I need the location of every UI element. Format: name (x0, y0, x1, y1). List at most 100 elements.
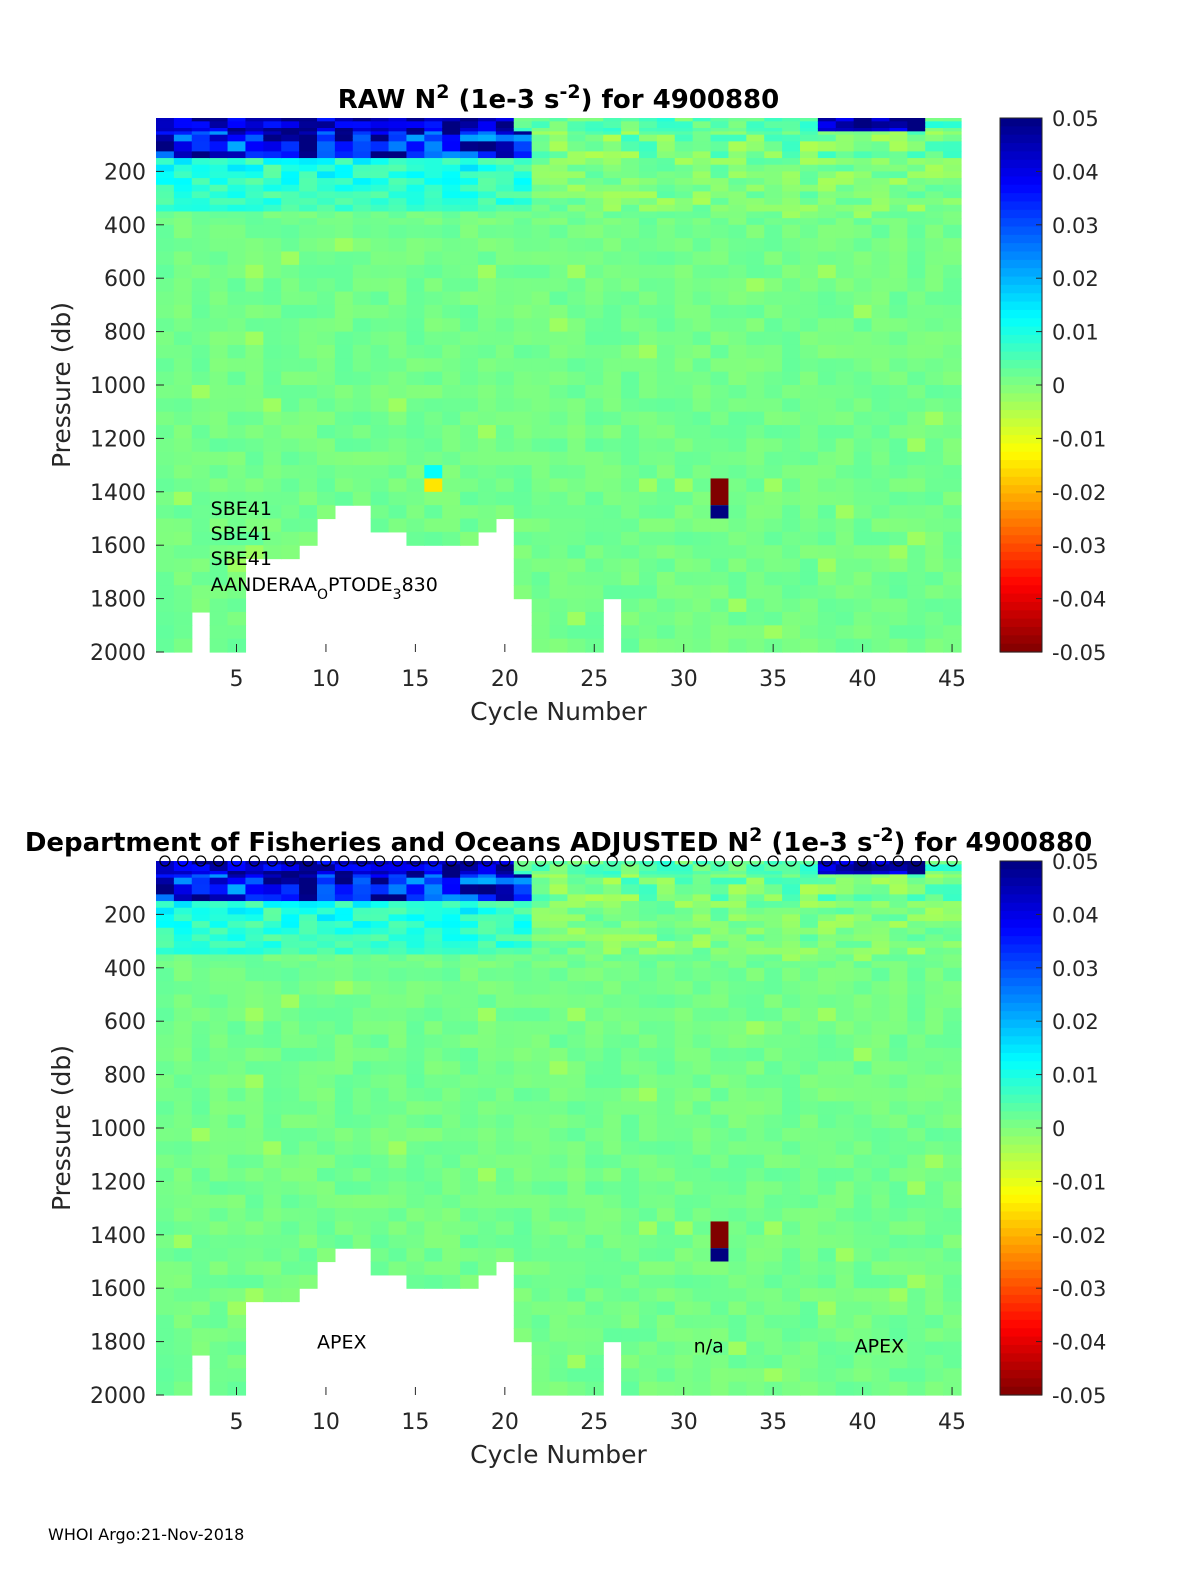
heatmap-cell (549, 1168, 569, 1182)
heatmap-cell (513, 901, 533, 909)
heatmap-cell (549, 218, 569, 226)
heatmap-cell (388, 954, 408, 962)
heatmap-cell (853, 1208, 873, 1223)
heatmap-cell (621, 278, 640, 293)
heatmap-cell (639, 1341, 658, 1356)
heatmap-cell (692, 1328, 712, 1343)
heatmap-cell (245, 961, 264, 969)
heatmap-cell (424, 191, 443, 199)
heatmap-cell (853, 558, 873, 573)
heatmap-cell (442, 264, 461, 279)
heatmap-cell (513, 1168, 533, 1182)
heatmap-cell (495, 1128, 515, 1142)
heatmap-cell (746, 611, 765, 626)
heatmap-cell (191, 545, 211, 560)
heatmap-cell (245, 1288, 264, 1303)
heatmap-cell (674, 947, 694, 956)
heatmap-cell (191, 1154, 211, 1169)
heatmap-cell (710, 941, 730, 949)
heatmap-cell (227, 1261, 247, 1276)
heatmap-cell (352, 1007, 372, 1022)
heatmap-cell (764, 1328, 783, 1343)
heatmap-cell (692, 211, 712, 219)
heatmap-cell (406, 1087, 425, 1102)
heatmap-cell (728, 881, 747, 885)
heatmap-cell (227, 927, 247, 936)
heatmap-cell (621, 1021, 640, 1036)
heatmap-cell (263, 1248, 282, 1263)
heatmap-cell (567, 1101, 586, 1116)
heatmap-cell (925, 1114, 944, 1129)
heatmap-cell (513, 927, 533, 936)
heatmap-cell (334, 1101, 354, 1116)
heatmap-cell (710, 877, 730, 882)
heatmap-cell (460, 191, 479, 199)
heatmap-cell (513, 465, 533, 480)
heatmap-cell (299, 967, 318, 982)
heatmap-cell (567, 124, 586, 129)
heatmap-cell (943, 571, 962, 586)
heatmap-cell (460, 947, 479, 956)
heatmap-cell (549, 545, 569, 560)
heatmap-cell (173, 901, 193, 909)
heatmap-cell (281, 291, 300, 306)
heatmap-cell (156, 625, 175, 640)
heatmap-cell (317, 1021, 336, 1036)
heatmap-cell (639, 331, 658, 346)
heatmap-cell (800, 465, 819, 480)
heatmap-cell (549, 171, 569, 179)
heatmap-cell (943, 1221, 962, 1236)
heatmap-cell (388, 128, 408, 132)
heatmap-cell (478, 994, 497, 1009)
heatmap-cell (603, 304, 622, 319)
heatmap-cell (621, 124, 640, 129)
heatmap-cell (424, 1181, 443, 1196)
heatmap-cell (728, 141, 747, 146)
heatmap-cell (800, 131, 819, 136)
heatmap-cell (782, 901, 801, 909)
heatmap-cell (764, 505, 783, 520)
heatmap-cell (227, 291, 247, 306)
heatmap-cell (388, 238, 408, 253)
heatmap-cell (388, 178, 408, 186)
heatmap-cell (173, 204, 193, 213)
heatmap-cell (263, 981, 282, 996)
heatmap-cell (603, 1194, 622, 1209)
heatmap-cell (263, 1047, 282, 1062)
heatmap-cell (835, 861, 855, 865)
heatmap-cell (191, 894, 211, 902)
heatmap-cell (531, 224, 551, 239)
heatmap-cell (728, 947, 747, 956)
heatmap-cell (853, 184, 873, 193)
heatmap-cell (853, 211, 873, 219)
heatmap-cell (263, 151, 282, 159)
heatmap-cell (782, 278, 801, 293)
heatmap-cell (406, 151, 425, 159)
heatmap-cell (817, 625, 837, 640)
heatmap-cell (800, 1208, 819, 1223)
heatmap-cell (907, 1381, 926, 1396)
heatmap-cell (656, 211, 676, 219)
heatmap-cell (692, 1341, 712, 1356)
heatmap-cell (728, 1288, 747, 1303)
heatmap-cell (424, 961, 443, 969)
heatmap-cell (478, 1021, 497, 1036)
heatmap-cell (746, 118, 765, 122)
heatmap-cell (495, 124, 515, 129)
heatmap-cell (406, 967, 425, 982)
heatmap-cell (710, 204, 730, 213)
heatmap-cell (334, 921, 354, 929)
heatmap-cell (406, 947, 425, 956)
heatmap-cell (907, 318, 926, 333)
heatmap-cell (406, 478, 425, 493)
heatmap-cell (746, 994, 765, 1009)
heatmap-cell (835, 238, 855, 253)
heatmap-cell (656, 505, 676, 520)
heatmap-cell (531, 1208, 551, 1223)
colorbar-swatch (1000, 393, 1042, 403)
heatmap-cell (495, 867, 515, 872)
heatmap-cell (388, 887, 408, 895)
heatmap-cell (746, 901, 765, 909)
heatmap-cell (281, 1274, 300, 1289)
heatmap-cell (907, 1221, 926, 1236)
